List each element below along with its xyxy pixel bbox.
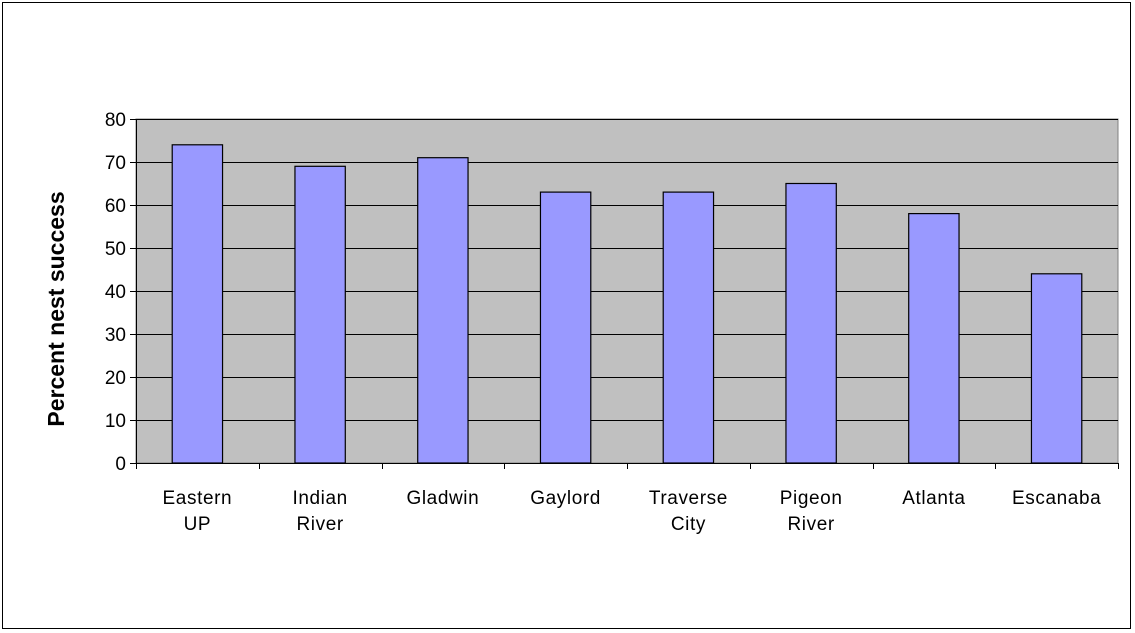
y-axis-label: Percent nest success: [43, 191, 69, 426]
x-tick-label: Eastern UP: [163, 488, 233, 535]
y-tick-label: 10: [105, 411, 126, 432]
bar: [662, 191, 715, 464]
y-tick-label: 40: [105, 282, 126, 303]
y-tick-label: 20: [105, 368, 126, 389]
x-tick-label: Atlanta: [902, 488, 965, 509]
y-tick-label: 50: [105, 239, 126, 260]
y-tick-labels: 0 10 20 30 40 50 60 70 80: [105, 110, 126, 475]
x-tick-label: Escanaba: [1012, 488, 1101, 509]
bar: [785, 182, 837, 464]
bar: [908, 213, 960, 464]
x-tick-label: Traverse City: [649, 488, 728, 535]
x-tick-label: Gaylord: [530, 488, 601, 509]
y-tick-label: 60: [105, 196, 126, 217]
bars: [171, 144, 1083, 464]
y-tick-label: 0: [115, 454, 126, 475]
x-tick-labels: Eastern UP Indian River Gladwin Gaylord Traver…: [163, 488, 1101, 535]
bar: [1030, 273, 1083, 464]
bar: [171, 144, 224, 464]
bar: [539, 191, 592, 464]
y-tick-label: 30: [105, 325, 126, 346]
y-tick-label: 80: [105, 110, 126, 131]
y-tick-label: 70: [105, 153, 126, 174]
bar: [417, 157, 469, 464]
x-tick-label: Pigeon River: [780, 488, 843, 535]
x-tick-label: Gladwin: [406, 488, 479, 509]
axes: [130, 119, 1119, 469]
x-tick-label: Indian River: [292, 488, 347, 535]
bar: [294, 165, 346, 464]
